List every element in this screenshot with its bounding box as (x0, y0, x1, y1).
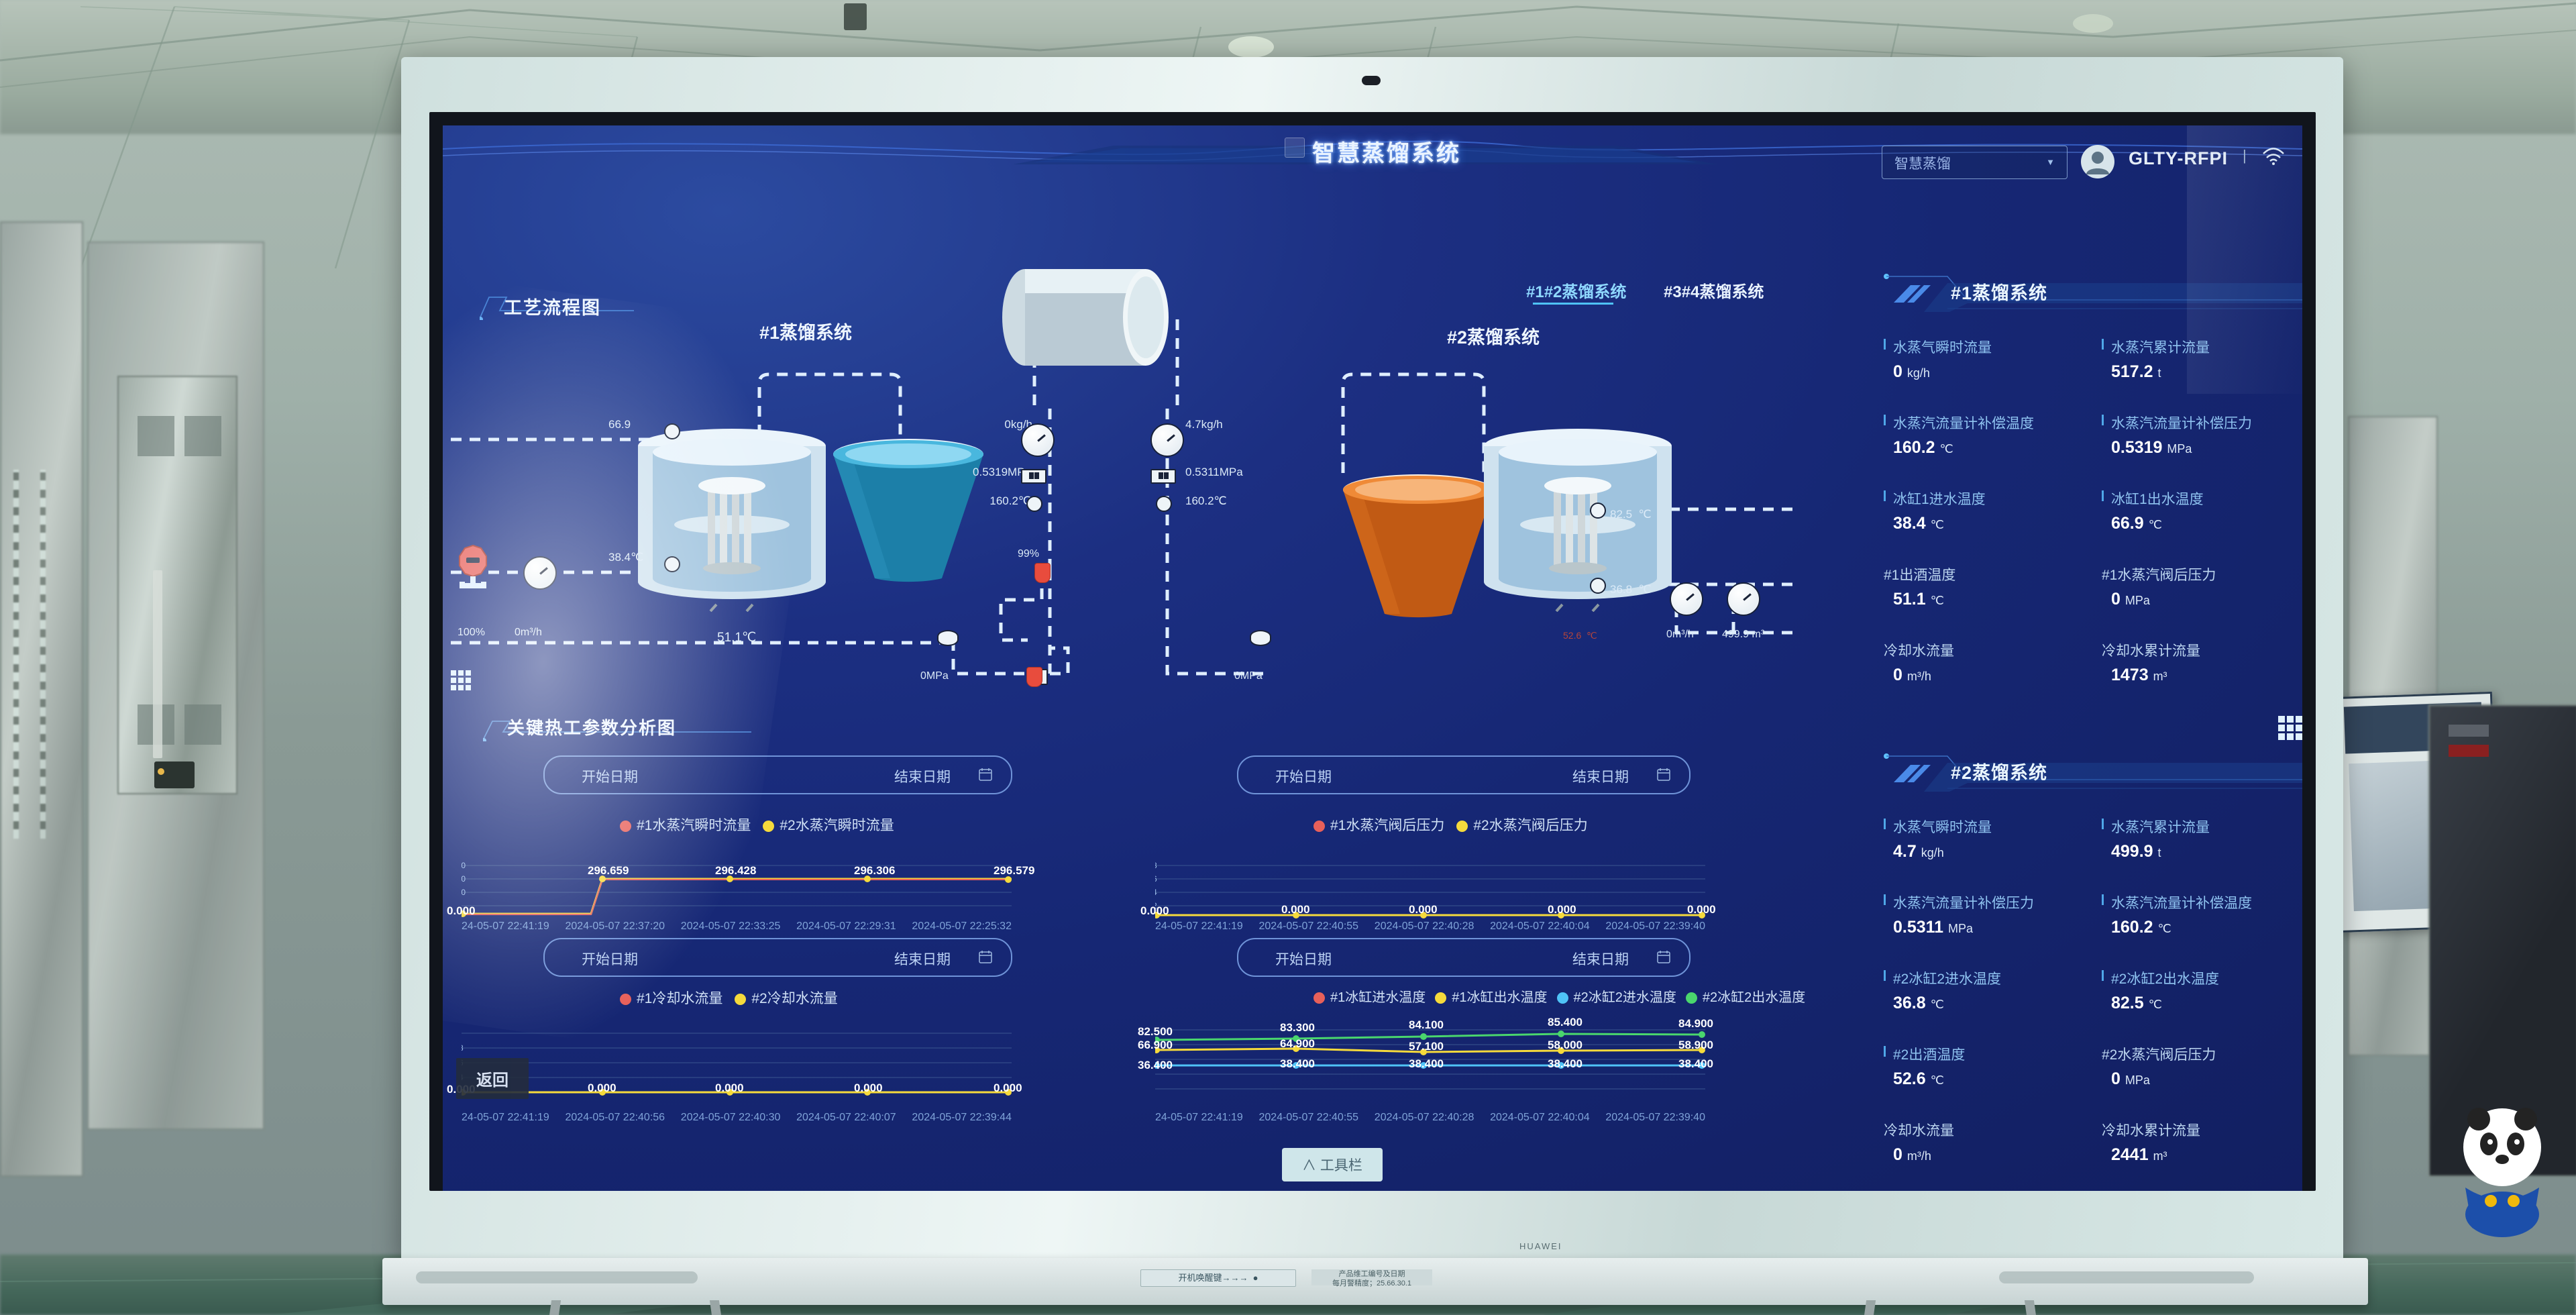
svg-text:0.8: 0.8 (462, 1043, 464, 1053)
svg-text:0.6: 0.6 (1155, 874, 1157, 884)
svg-text:100: 100 (462, 888, 466, 897)
svg-text:150: 150 (462, 874, 466, 884)
svg-text:0.4: 0.4 (1155, 888, 1157, 897)
svg-text:0.8: 0.8 (1155, 861, 1157, 870)
svg-text:200: 200 (462, 861, 466, 870)
